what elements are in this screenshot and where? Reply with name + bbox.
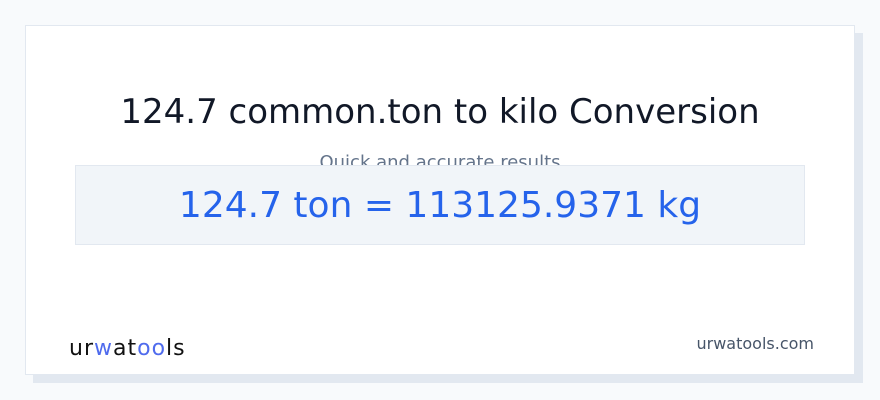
page-title: 124.7 common.ton to kilo Conversion	[120, 92, 760, 132]
logo-part: at	[113, 336, 138, 361]
logo-part: oo	[137, 336, 167, 361]
logo-part: ls	[166, 336, 186, 361]
conversion-result: 124.7 ton = 113125.9371 kg	[75, 165, 805, 245]
site-url: urwatools.com	[696, 334, 815, 353]
conversion-card: 124.7 common.ton to kilo Conversion Quic…	[25, 25, 855, 375]
logo-part: ur	[69, 336, 94, 361]
urwatools-logo: urwatools	[69, 336, 186, 361]
logo-part: w	[94, 336, 113, 361]
